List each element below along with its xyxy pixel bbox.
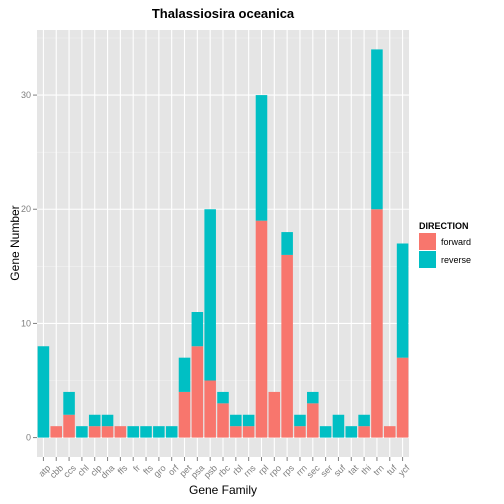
bar-reverse-thi	[358, 414, 370, 427]
x-tick-label: ffs	[116, 463, 130, 477]
bar-reverse-dna	[101, 414, 114, 427]
bar-forward-trn	[371, 209, 383, 438]
legend-key-forward	[419, 233, 436, 250]
x-tick-label: gro	[152, 463, 168, 479]
bar-forward-ycf	[396, 357, 409, 438]
bar-reverse-fr	[127, 426, 139, 438]
bar-forward-ffs	[114, 426, 127, 438]
bar-forward-psb	[204, 380, 216, 438]
bar-reverse-psa	[191, 312, 204, 347]
x-tick-label: dna	[99, 463, 117, 481]
bar-reverse-ser	[319, 426, 332, 438]
bar-forward-ccs	[63, 414, 75, 438]
y-axis-ticks: 0 10 20 30	[21, 90, 37, 443]
legend-key-reverse	[419, 251, 436, 268]
x-tick-label: rbc	[216, 463, 232, 479]
bar-reverse-pet	[178, 357, 191, 392]
bar-reverse-orf	[165, 426, 178, 438]
bar-forward-dna	[101, 426, 114, 438]
bar-reverse-gro	[153, 426, 165, 438]
bar-forward-psa	[191, 346, 204, 438]
bar-reverse-rbc	[217, 391, 229, 404]
bar-reverse-suf	[332, 414, 345, 438]
bar-reverse-ycf	[396, 243, 409, 358]
bar-forward-rrn	[294, 426, 306, 438]
legend-label-forward: forward	[441, 237, 471, 247]
bar-forward-cbb	[50, 426, 63, 438]
y-tick-label: 10	[21, 318, 31, 328]
bars	[37, 49, 409, 438]
bar-reverse-clp	[88, 414, 101, 427]
bar-reverse-psb	[204, 209, 216, 381]
x-axis-title: Gene Family	[189, 483, 257, 497]
bar-reverse-chl	[76, 426, 88, 438]
bar-forward-rbc	[217, 403, 229, 438]
bar-reverse-rns	[242, 414, 255, 427]
bar-forward-rpo	[268, 391, 281, 438]
x-tick-label: rns	[242, 463, 258, 479]
bar-reverse-ccs	[63, 391, 75, 415]
legend: DIRECTION forward reverse	[419, 221, 471, 268]
y-axis-title: Gene Number	[8, 205, 22, 280]
bar-reverse-rrn	[294, 414, 306, 427]
bar-forward-rns	[242, 426, 255, 438]
bar-forward-rpl	[255, 220, 268, 438]
bar-forward-rps	[281, 254, 293, 438]
bar-reverse-tat	[345, 426, 358, 438]
x-tick-label: fr	[131, 463, 142, 474]
bar-forward-sec	[307, 403, 319, 438]
bar-reverse-rpl	[255, 95, 268, 221]
bar-reverse-sec	[307, 391, 319, 404]
bar-forward-rbl	[230, 426, 242, 438]
bar-forward-thi	[358, 426, 370, 438]
bar-reverse-fts	[140, 426, 152, 438]
bar-forward-tuf	[383, 426, 396, 438]
legend-title: DIRECTION	[419, 221, 469, 231]
y-tick-label: 0	[26, 433, 31, 443]
legend-label-reverse: reverse	[441, 255, 471, 265]
y-tick-label: 30	[21, 90, 31, 100]
y-tick-label: 20	[21, 204, 31, 214]
bar-reverse-rps	[281, 232, 293, 255]
bar-forward-clp	[88, 426, 101, 438]
bar-reverse-atp	[37, 346, 50, 438]
chart-title: Thalassiosira oceanica	[152, 6, 295, 21]
bar-forward-pet	[178, 391, 191, 438]
bar-reverse-trn	[371, 49, 383, 210]
bar-reverse-rbl	[230, 414, 242, 427]
x-tick-label: ycf	[396, 463, 412, 479]
